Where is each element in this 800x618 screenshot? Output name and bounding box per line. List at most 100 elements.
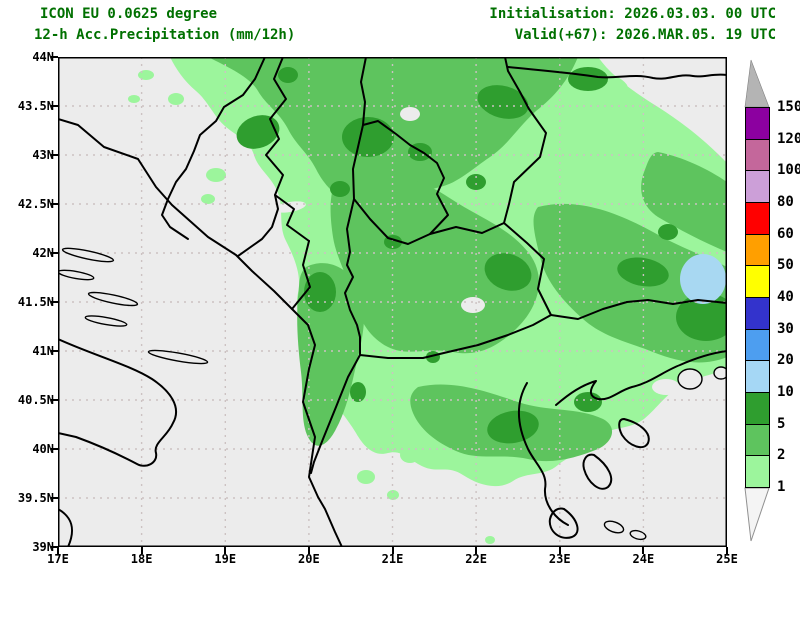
lon-tick-mark <box>307 547 310 554</box>
legend-color-box <box>745 297 770 330</box>
lat-tick-mark <box>51 301 58 303</box>
border-croatia-bosnia <box>161 56 266 240</box>
kassandra-peninsula <box>548 507 579 539</box>
lat-tick-mark <box>51 154 58 156</box>
legend-boundary-label: 5 <box>777 415 786 432</box>
legend-boundary-label: 100 <box>777 162 800 179</box>
legend-boundary-label: 10 <box>777 384 794 401</box>
lat-tick-mark <box>51 56 58 58</box>
product-title: 12-h Acc.Precipitation (mm/12h) <box>34 27 296 43</box>
lat-tick-mark <box>51 252 58 254</box>
border-montenegro-albania <box>291 240 311 310</box>
lat-tick-mark <box>51 105 58 107</box>
lon-tick-mark <box>726 547 728 554</box>
lon-tick-label: 25E <box>716 552 738 566</box>
model-title: ICON EU 0.0625 degree <box>40 6 218 22</box>
lon-tick-label: 21E <box>381 552 404 566</box>
legend-color-box <box>745 328 770 362</box>
small-island <box>713 366 729 380</box>
lon-tick-mark <box>57 547 59 554</box>
legend-boundary-label: 30 <box>777 320 794 337</box>
lon-tick-label: 23E <box>548 552 571 566</box>
sporades-island <box>603 520 625 534</box>
adriatic-island <box>87 291 139 307</box>
lon-tick-label: 22E <box>465 552 487 566</box>
map-canvas <box>56 55 736 549</box>
aegean-coast-north <box>555 350 728 406</box>
lat-tick-label: 40N <box>32 442 54 456</box>
legend-boundary-label: 20 <box>777 352 794 369</box>
lat-tick-label: 42.5N <box>17 197 54 211</box>
lat-tick-label: 43N <box>32 148 54 162</box>
border-serbia-macedonia <box>429 222 505 235</box>
legend-color-box <box>745 107 770 140</box>
graticule <box>58 57 727 547</box>
lon-tick-mark <box>558 547 561 554</box>
lon-tick-mark <box>140 547 143 554</box>
border-serbia-bulgaria <box>503 56 552 316</box>
adriatic-island <box>147 349 209 365</box>
lat-tick-mark <box>51 546 58 548</box>
lat-tick-mark <box>51 448 58 450</box>
lat-tick-mark <box>51 497 58 499</box>
legend-color-box <box>745 170 770 203</box>
init-time-label: Initialisation: 2026.03.03. 00 UTC <box>489 6 776 22</box>
thasos-island <box>677 368 703 390</box>
adriatic-island <box>84 315 128 327</box>
legend-boundary-label: 1 <box>777 479 786 496</box>
legend-color-box <box>745 138 770 172</box>
lat-tick-label: 39.5N <box>17 491 54 505</box>
legend-color-box <box>745 423 770 457</box>
border-bulgaria-romania <box>507 66 728 80</box>
border-serbia-north <box>360 56 367 126</box>
lat-tick-mark <box>51 350 58 352</box>
lon-tick-label: 20E <box>298 552 320 566</box>
legend-boundary-label: 40 <box>777 289 794 306</box>
lat-tick-mark <box>51 203 58 205</box>
country-borders <box>57 56 729 548</box>
border-bosnia-montenegro <box>237 194 279 257</box>
adriatic-island <box>61 247 115 263</box>
legend-color-box <box>745 360 770 394</box>
legend-boundary-label: 120 <box>777 130 800 147</box>
lat-tick-label: 44N <box>32 50 54 64</box>
legend-color-box <box>745 392 770 425</box>
lat-tick-label: 39N <box>32 540 54 554</box>
italy-apulia-coast <box>57 338 178 467</box>
lon-tick-label: 24E <box>632 552 655 566</box>
lat-tick-label: 43.5N <box>17 99 54 113</box>
legend-boundary-label: 50 <box>777 257 794 274</box>
valid-time-label: Valid(+67): 2026.MAR.05. 19 UTC <box>514 27 776 43</box>
lon-tick-label: 18E <box>130 552 153 566</box>
lon-tick-mark <box>391 547 394 554</box>
lon-tick-mark <box>224 547 227 554</box>
border-macedonia-greece <box>359 314 552 359</box>
legend-boundary-label: 80 <box>777 194 794 210</box>
legend-underflow-arrow-icon <box>744 487 770 542</box>
legend-color-box <box>745 233 770 267</box>
precip-layer-dark <box>236 67 736 444</box>
precipitation-map <box>56 55 736 549</box>
border-kosovo <box>352 120 449 245</box>
border-albania-greece <box>310 354 361 474</box>
legend-boundary-label: 2 <box>777 447 786 464</box>
legend-color-box <box>745 202 770 235</box>
lon-tick-mark <box>475 547 478 554</box>
legend-color-box <box>745 455 770 489</box>
border-albania-macedonia <box>344 198 361 356</box>
aegean-coast-west <box>518 382 569 526</box>
lat-tick-label: 40.5N <box>17 393 54 407</box>
lat-tick-label: 41N <box>32 344 54 358</box>
legend-boundary-label: 60 <box>777 225 794 242</box>
lon-tick-mark <box>642 547 645 554</box>
border-greece-bulgaria <box>550 299 728 320</box>
lat-tick-label: 41.5N <box>17 295 54 309</box>
lon-tick-label: 19E <box>214 552 237 566</box>
legend-boundary-label: 150 <box>777 99 800 115</box>
athos-peninsula <box>618 418 650 449</box>
lon-tick-label: 17E <box>47 552 69 566</box>
legend-overflow-arrow-icon <box>744 59 770 108</box>
legend-color-box <box>745 265 770 298</box>
border-bosnia-serbia <box>265 56 310 242</box>
precip-maximum-blue <box>680 254 726 304</box>
